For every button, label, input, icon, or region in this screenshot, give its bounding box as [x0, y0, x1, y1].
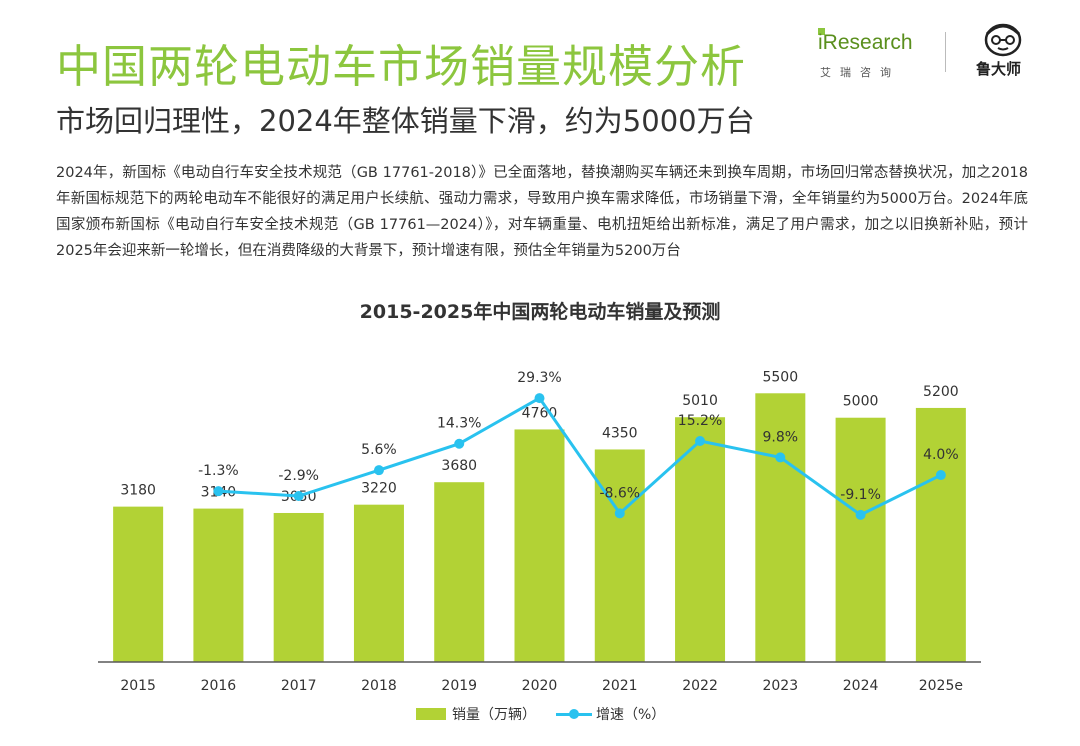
bar-2022: [675, 417, 726, 662]
body-paragraph: 2024年，新国标《电动自行车安全技术规范（GB 17761-2018）》已全面…: [56, 165, 1028, 259]
growth-point: [855, 509, 866, 520]
growth-value-label: -8.6%: [599, 485, 640, 501]
x-tick-label: 2017: [281, 678, 317, 694]
x-tick-label: 2022: [682, 678, 718, 694]
bar-value-label: 3220: [361, 481, 397, 497]
growth-value-label: 15.2%: [678, 413, 722, 429]
legend-label-sales: 销量（万辆）: [452, 707, 536, 723]
x-tick-label: 2015: [120, 678, 156, 694]
bar-value-label: 3680: [441, 458, 477, 474]
bar-2024: [835, 417, 886, 662]
growth-point: [534, 393, 545, 404]
growth-value-label: 5.6%: [361, 442, 397, 458]
chart-plot-area: 3180314030503220368047604350501055005000…: [98, 369, 981, 694]
iresearch-logo-cn: 艾瑞咨询: [820, 66, 900, 79]
growth-point: [775, 452, 786, 463]
legend-item-sales: 销量（万辆）: [416, 704, 536, 724]
bar-2017: [273, 512, 324, 662]
x-tick-label: 2018: [361, 678, 397, 694]
growth-point: [454, 438, 465, 449]
growth-point: [614, 508, 625, 519]
bar-2020: [514, 429, 565, 662]
legend-label-growth: 增速（%）: [596, 707, 666, 723]
growth-point: [695, 435, 706, 446]
logo-divider: [945, 32, 946, 72]
growth-value-label: 14.3%: [437, 416, 481, 432]
bar-2025e: [915, 407, 966, 662]
bar-value-label: 5500: [762, 369, 798, 385]
growth-value-label: -9.1%: [840, 487, 881, 503]
bar-value-label: 3180: [120, 483, 156, 499]
growth-value-label: 9.8%: [763, 429, 799, 445]
bar-2018: [353, 504, 404, 662]
x-tick-label: 2025e: [919, 678, 963, 694]
iresearch-logo-dot: [818, 28, 825, 35]
bar-value-label: 5010: [682, 393, 718, 409]
growth-value-label: -2.9%: [278, 468, 319, 484]
growth-point: [373, 465, 384, 476]
legend-line-swatch-icon: [556, 708, 592, 720]
growth-point: [213, 486, 224, 497]
chart-title: 2015-2025年中国两轮电动车销量及预测: [359, 301, 721, 323]
bar-value-label: 5000: [843, 394, 879, 410]
iresearch-logo-text: iResearch: [818, 31, 913, 54]
bar-2016: [193, 508, 244, 662]
ludashi-mascot-icon: [984, 23, 1022, 57]
growth-point: [293, 491, 304, 502]
x-tick-label: 2024: [843, 678, 879, 694]
bar-2019: [434, 482, 485, 662]
growth-line: [218, 396, 942, 517]
page-title: 中国两轮电动车市场销量规模分析: [56, 40, 747, 93]
iresearch-logo: iResearch 艾瑞咨询: [812, 24, 932, 84]
page-subtitle: 市场回归理性，2024年整体销量下滑，约为5000万台: [56, 104, 755, 138]
x-tick-label: 2019: [441, 678, 477, 694]
legend-item-growth: 增速（%）: [556, 704, 665, 724]
x-tick-label: 2021: [602, 678, 638, 694]
bar-2021: [594, 449, 645, 662]
x-tick-label: 2020: [522, 678, 558, 694]
growth-value-label: 29.3%: [517, 370, 561, 386]
ludashi-logo-text: 鲁大师: [976, 60, 1022, 78]
x-tick-label: 2016: [201, 678, 237, 694]
growth-point: [935, 470, 946, 481]
growth-value-label: 4.0%: [923, 447, 959, 463]
chart-legend: 销量（万辆） 增速（%）: [0, 704, 1080, 726]
growth-value-label: -1.3%: [198, 463, 239, 479]
legend-bar-swatch-icon: [416, 708, 446, 720]
bar-value-label: 5200: [923, 384, 959, 400]
bar-value-label: 4350: [602, 425, 638, 441]
ludashi-logo: 鲁大师: [968, 18, 1038, 82]
x-tick-label: 2023: [762, 678, 798, 694]
bar-2015: [113, 506, 164, 662]
bar-2023: [755, 393, 806, 662]
